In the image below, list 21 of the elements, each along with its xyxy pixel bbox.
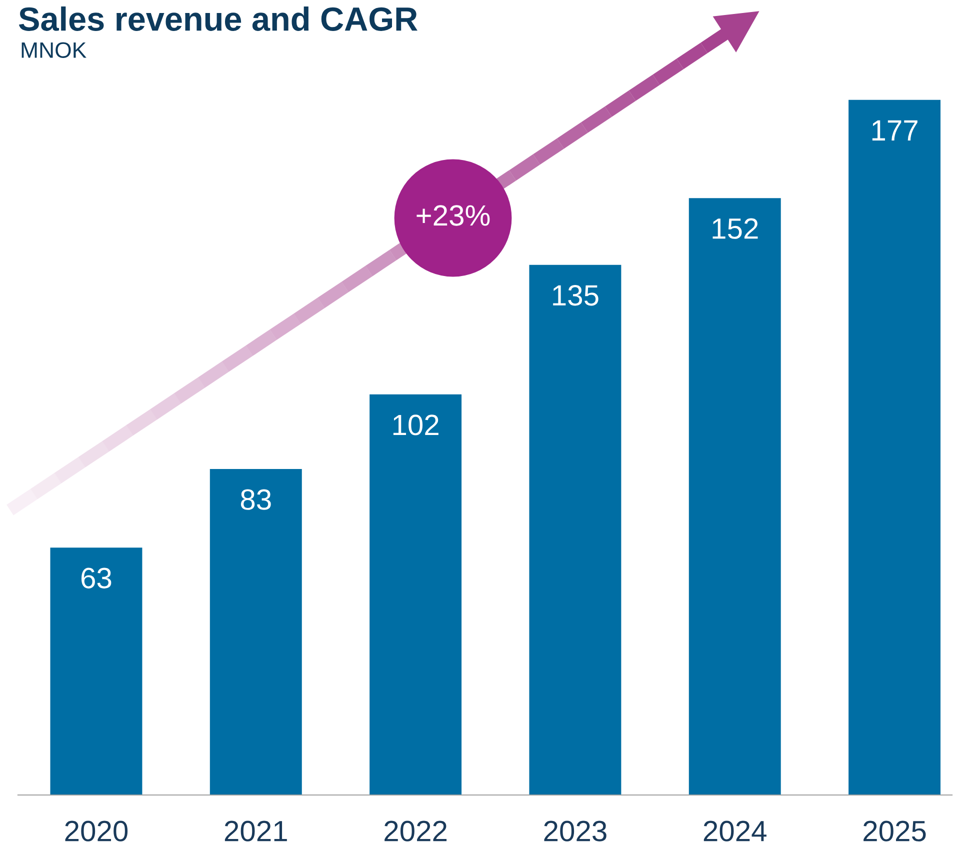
bar — [529, 264, 622, 795]
data-label: 135 — [553, 285, 598, 306]
data-label: 102 — [393, 414, 438, 436]
bar — [688, 198, 781, 795]
x-tick-label: 2024 — [704, 820, 766, 842]
x-tick-label: 2021 — [224, 820, 287, 842]
data-label: 177 — [872, 120, 918, 140]
bar — [50, 548, 142, 795]
data-label: 63 — [81, 568, 112, 588]
x-tick-label: 2023 — [544, 820, 606, 842]
chart-subtitle: MNOK — [22, 42, 86, 58]
x-tick-label: 2020 — [65, 820, 128, 842]
bar — [210, 469, 302, 795]
x-tick-label: 2025 — [864, 820, 926, 842]
chart-title: Sales revenue and CAGR — [18, 6, 418, 31]
bar — [370, 394, 462, 795]
x-tick-label: 2022 — [384, 820, 447, 842]
bar — [848, 100, 941, 795]
data-label: 83 — [240, 489, 271, 510]
data-label: 152 — [712, 218, 758, 239]
annotation: +23% — [416, 205, 490, 226]
